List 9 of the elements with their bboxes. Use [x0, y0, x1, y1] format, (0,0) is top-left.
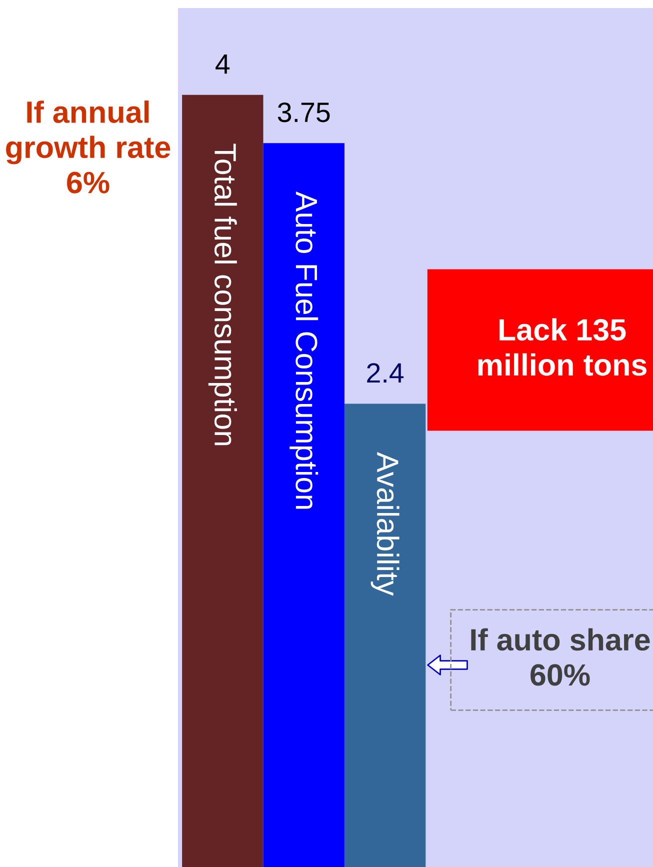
data-label: 2.4 — [367, 363, 404, 383]
data-label: 3.75 — [278, 102, 330, 122]
x-tick-label: Availability — [370, 452, 400, 596]
text: Lack 135 million tons — [478, 318, 646, 376]
x-tick-label: Auto Fuel Consumption — [290, 191, 318, 509]
text: If auto share 60% — [471, 628, 650, 686]
x-tick-label: Total fuel consumption — [208, 144, 237, 446]
text: If annual growth rate 6% — [6, 100, 170, 194]
data-label: 4 — [216, 54, 230, 74]
